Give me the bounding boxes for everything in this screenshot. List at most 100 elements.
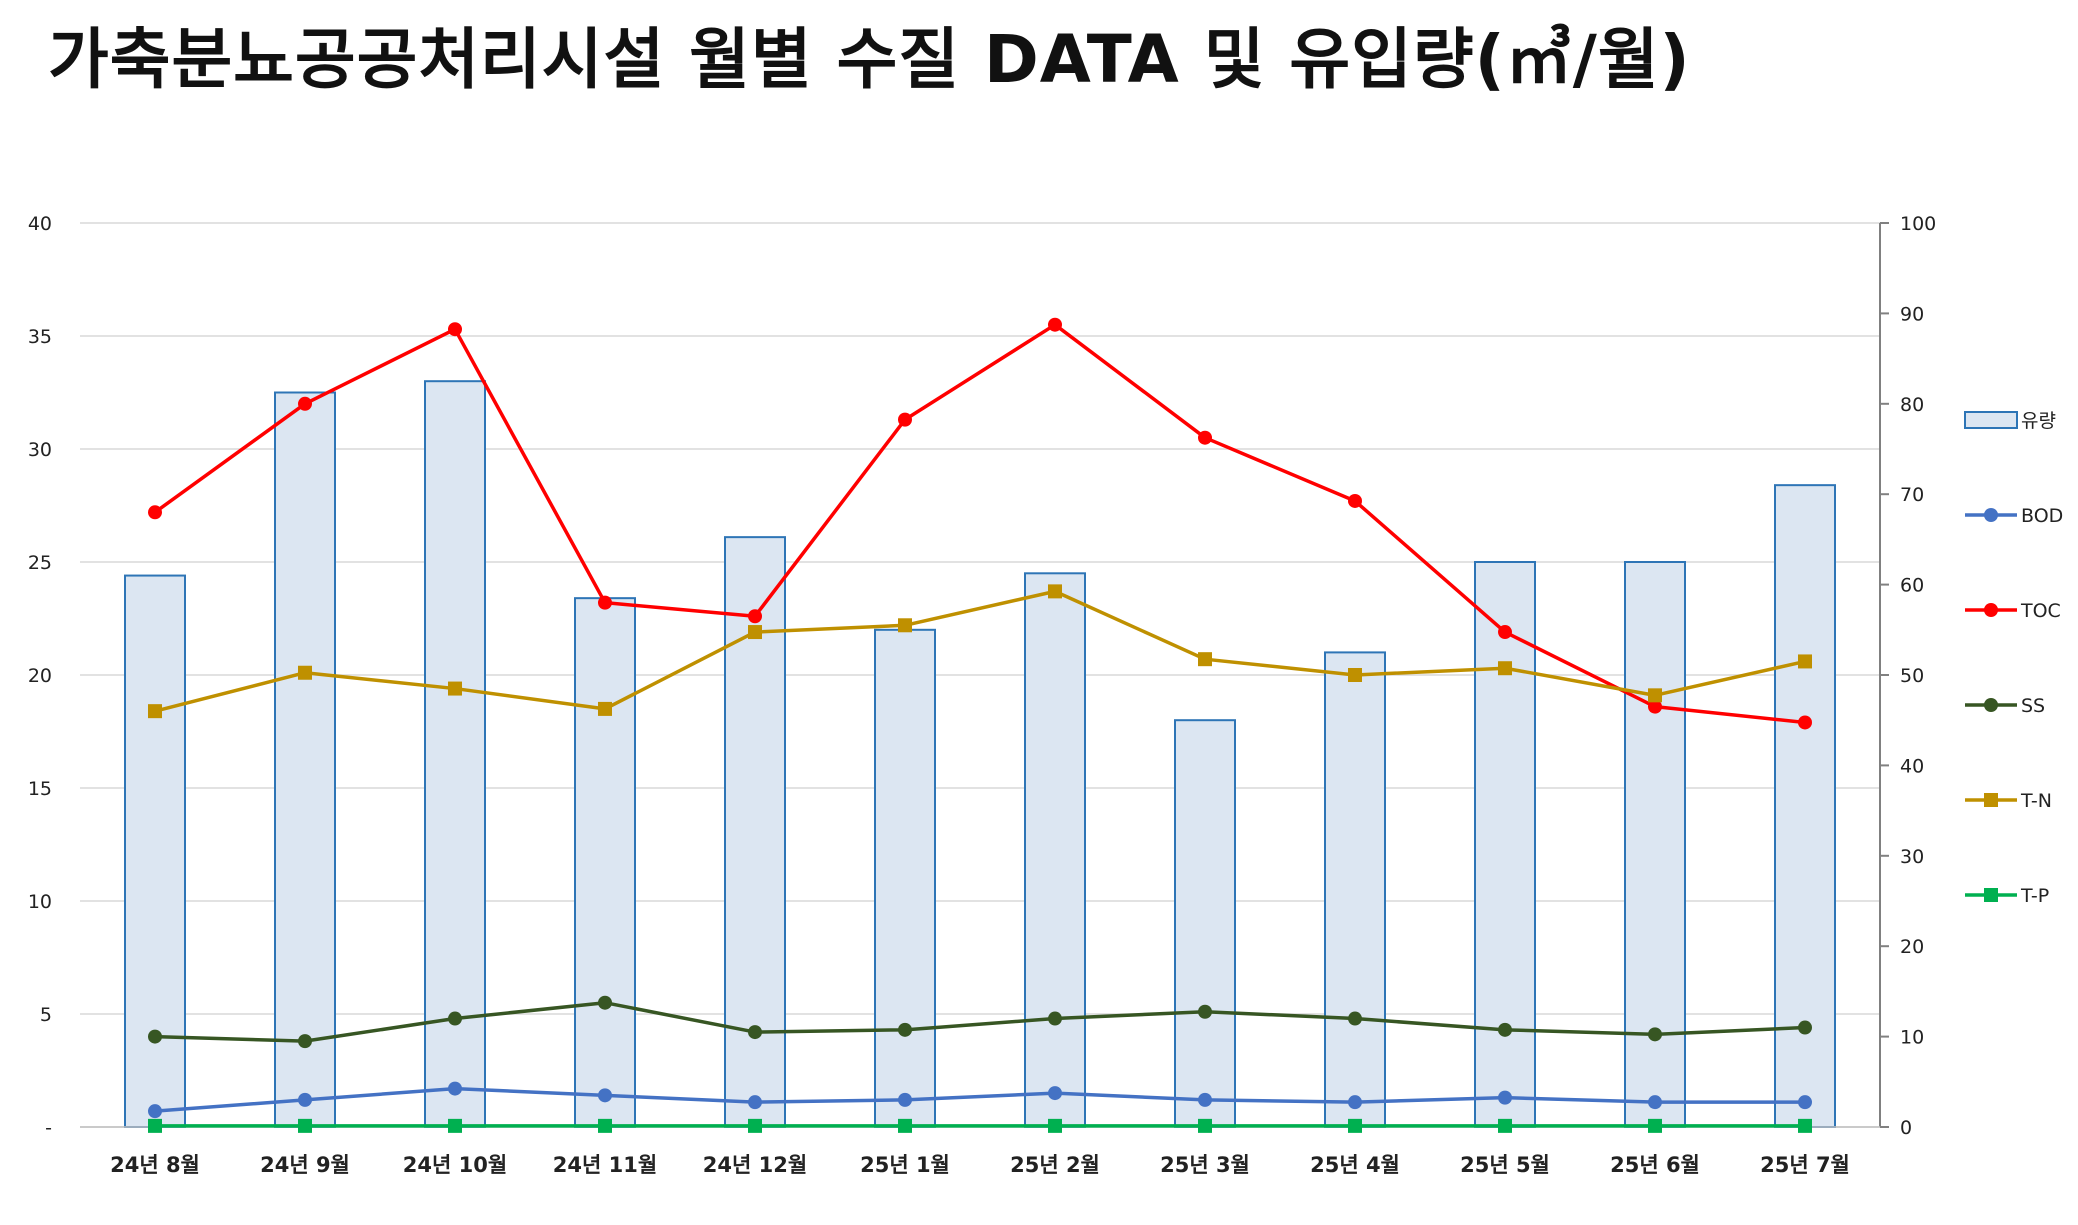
bar-flow: [574, 597, 636, 1128]
point-bod: [898, 1092, 912, 1107]
x-tick-label: 25년 5월: [1460, 1153, 1550, 1177]
point-toc: [1648, 699, 1662, 714]
y-right-tick-label: 70: [1900, 484, 1924, 506]
point-t-n: [148, 704, 162, 719]
point-ss: [1048, 1011, 1062, 1026]
flow-bars: [124, 380, 1836, 1129]
point-t-p: [148, 1118, 162, 1133]
bar-flow: [124, 574, 186, 1128]
point-ss: [598, 995, 612, 1010]
point-bod: [448, 1081, 462, 1096]
y-left-tick-label: 20: [28, 665, 52, 687]
point-bod: [1348, 1095, 1362, 1110]
x-tick-label: 24년 10월: [403, 1153, 507, 1177]
point-toc: [1348, 493, 1362, 508]
x-tick-label: 24년 8월: [110, 1153, 200, 1177]
point-toc: [748, 609, 762, 624]
y-left-tick-label: -: [45, 1117, 52, 1139]
x-tick-label: 24년 11월: [553, 1153, 657, 1177]
point-t-p: [1798, 1118, 1812, 1133]
y-left-tick-label: 35: [28, 326, 52, 348]
point-t-n: [1198, 652, 1212, 667]
point-ss: [448, 1011, 462, 1026]
legend-marker-bod: [1984, 508, 1998, 522]
axes: - 5 10 15 20 25 30 35 40 0 10 20 30 40 50 60 70 80 90 100 24…: [28, 213, 1936, 1177]
point-ss: [1648, 1027, 1662, 1042]
legend-label--: 유량: [2021, 410, 2056, 432]
x-tick-label: 25년 2월: [1010, 1153, 1100, 1177]
y-right-tick-label: 50: [1900, 665, 1924, 687]
y-right-tick-label: 10: [1900, 1027, 1924, 1049]
point-bod: [1498, 1090, 1512, 1105]
bar-flow: [1774, 484, 1836, 1129]
point-t-n: [1498, 661, 1512, 676]
legend-marker-toc: [1984, 603, 1998, 617]
y-left-tick-label: 5: [40, 1004, 52, 1026]
legend-marker-t-p: [1984, 888, 1998, 902]
y-right-tick-label: 0: [1900, 1117, 1912, 1139]
point-t-p: [298, 1118, 312, 1133]
y-left-tick-label: 15: [28, 778, 52, 800]
point-t-n: [448, 681, 462, 696]
line-t-n: [154, 589, 1806, 713]
series-lines: [148, 317, 1812, 1133]
y-left-tick-label: 25: [28, 552, 52, 574]
point-t-n: [598, 701, 612, 716]
point-t-p: [448, 1118, 462, 1133]
point-toc: [898, 412, 912, 427]
y-left-tick-label: 30: [28, 439, 52, 461]
point-t-n: [1648, 688, 1662, 703]
point-bod: [298, 1092, 312, 1107]
bar-flow: [1024, 572, 1086, 1128]
bar-flow: [1624, 561, 1686, 1128]
point-ss: [1198, 1004, 1212, 1019]
point-bod: [598, 1088, 612, 1103]
point-ss: [898, 1022, 912, 1037]
line-toc: [153, 322, 1806, 725]
legend-label-toc: TOC: [2020, 600, 2061, 622]
point-t-n: [1348, 668, 1362, 682]
point-t-p: [1198, 1118, 1212, 1133]
x-tick-label: 25년 7월: [1760, 1153, 1850, 1177]
x-tick-label: 25년 6월: [1610, 1153, 1700, 1177]
point-t-p: [748, 1118, 762, 1133]
line-ss: [154, 1000, 1806, 1043]
point-t-n: [1798, 654, 1812, 669]
legend-label-ss: SS: [2021, 695, 2045, 717]
legend-marker-t-n: [1984, 793, 1998, 807]
y-right-tick-label: 30: [1900, 846, 1924, 868]
point-t-p: [1348, 1118, 1362, 1133]
point-ss: [748, 1025, 762, 1040]
bar-flow: [274, 391, 336, 1128]
gridlines: [80, 222, 1880, 1128]
x-tick-label: 24년 12월: [703, 1153, 807, 1177]
point-t-n: [298, 665, 312, 680]
bar-flow: [1474, 561, 1536, 1128]
point-toc: [1048, 317, 1062, 332]
point-bod: [1198, 1092, 1212, 1107]
x-tick-label: 25년 4월: [1310, 1153, 1400, 1177]
y-right-tick-label: 60: [1900, 575, 1924, 597]
x-tick-label: 24년 9월: [260, 1153, 350, 1177]
point-ss: [1798, 1020, 1812, 1035]
point-bod: [1048, 1086, 1062, 1101]
point-toc: [1498, 625, 1512, 640]
bar-flow: [874, 628, 936, 1128]
point-toc: [448, 322, 462, 337]
legend-label-t-p: T-P: [2020, 885, 2049, 907]
point-t-n: [748, 625, 762, 640]
point-ss: [298, 1034, 312, 1049]
point-bod: [1648, 1095, 1662, 1110]
legend-label-bod: BOD: [2021, 505, 2063, 527]
point-t-p: [1048, 1118, 1062, 1133]
point-toc: [148, 505, 162, 520]
y-right-tick-label: 20: [1900, 936, 1924, 958]
bar-flow: [1324, 651, 1386, 1129]
point-t-n: [898, 618, 912, 633]
point-t-n: [1048, 584, 1062, 599]
point-ss: [1498, 1022, 1512, 1037]
point-t-p: [1498, 1118, 1512, 1133]
y-right-tick-label: 100: [1900, 213, 1936, 235]
point-bod: [1798, 1095, 1812, 1110]
legend-marker-ss: [1984, 698, 1998, 712]
